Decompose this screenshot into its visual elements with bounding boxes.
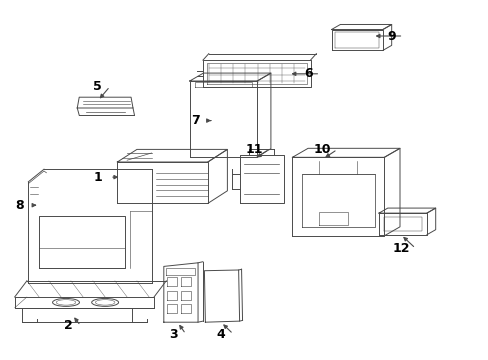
Text: 3: 3 [169,328,178,341]
Text: 9: 9 [386,30,395,42]
Text: 2: 2 [64,319,73,332]
Text: 1: 1 [93,171,102,184]
Text: 12: 12 [391,242,409,255]
Text: 7: 7 [191,114,200,127]
Text: 8: 8 [15,199,24,212]
Text: 11: 11 [245,143,263,156]
Text: 5: 5 [93,80,102,93]
Text: 10: 10 [313,143,331,156]
Text: 6: 6 [303,67,312,80]
Text: 4: 4 [216,328,225,341]
